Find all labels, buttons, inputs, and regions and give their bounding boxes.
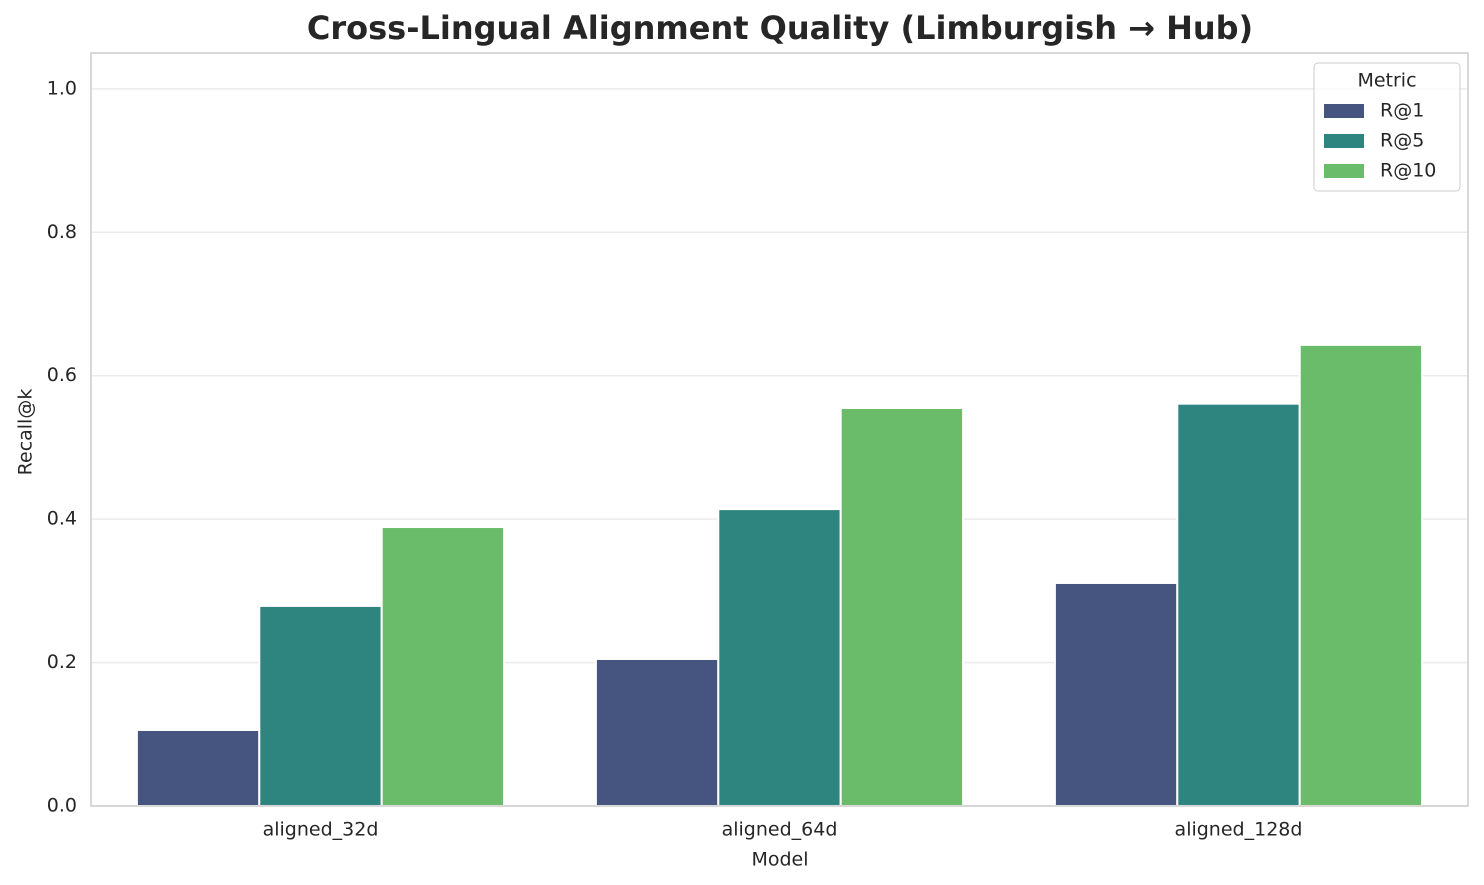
bar [717, 508, 842, 807]
legend-label: R@10 [1380, 160, 1436, 182]
chart-title: Cross-Lingual Alignment Quality (Limburg… [307, 9, 1253, 47]
legend-swatch [1324, 164, 1364, 178]
plot-frame [90, 52, 1469, 807]
legend-label: R@5 [1380, 130, 1424, 152]
y-tick-label: 0.2 [47, 651, 77, 673]
bar [1053, 581, 1179, 807]
legend: Metric R@1 R@5 R@10 [1313, 62, 1461, 192]
y-tick-label: 1.0 [47, 77, 77, 99]
y-tick-label: 0.0 [47, 795, 77, 817]
x-tick-label: aligned_128d [1175, 819, 1303, 841]
x-axis-label: Model [751, 849, 808, 871]
legend-title: Metric [1357, 70, 1416, 92]
legend-label: R@1 [1380, 100, 1424, 122]
y-tick-label: 0.4 [47, 508, 77, 530]
bar [594, 657, 720, 807]
legend-box [1313, 62, 1461, 192]
y-tick-label: 0.6 [47, 364, 77, 386]
x-tick-label: aligned_32d [263, 819, 379, 841]
y-axis-label: Recall@k [15, 389, 37, 476]
bar [135, 728, 261, 807]
bar [839, 406, 965, 807]
bar [1176, 402, 1301, 807]
legend-swatch [1324, 104, 1364, 118]
bar [258, 604, 383, 807]
bars [135, 343, 1424, 807]
legend-swatch [1324, 134, 1364, 148]
bar [380, 526, 506, 807]
x-tick-label: aligned_64d [722, 819, 838, 841]
bar [1298, 343, 1424, 807]
y-tick-label: 0.8 [47, 221, 77, 243]
